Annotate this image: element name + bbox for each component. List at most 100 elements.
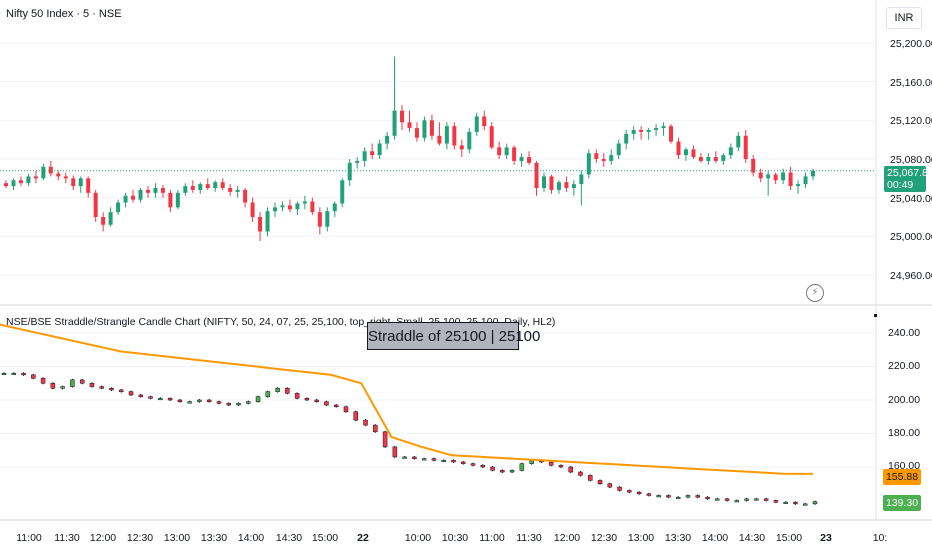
time-tick: 10:00: [404, 532, 432, 544]
price-candle-body: [676, 141, 681, 156]
indicator-candle-body: [246, 401, 251, 404]
indicator-tick: 240.00: [888, 327, 921, 339]
price-candle-body: [766, 174, 771, 179]
indicator-candle-body: [763, 498, 769, 501]
indicator-tick: 180.00: [888, 427, 921, 439]
price-candle-body: [736, 135, 741, 148]
time-tick: 14:00: [237, 532, 265, 544]
price-candle-body: [392, 110, 397, 136]
price-candle-body: [108, 212, 113, 225]
price-candle-body: [758, 172, 763, 179]
price-candle-body: [482, 116, 487, 127]
price-candle-body: [788, 172, 793, 187]
indicator-candle-body: [324, 401, 329, 406]
indicator-candle-body: [138, 394, 144, 397]
time-tick: 10:: [872, 532, 888, 544]
price-candle-body: [63, 176, 68, 179]
indicator-candle-body: [275, 388, 280, 392]
time-tick: 11:30: [516, 532, 542, 544]
last-price-badge: 25,067.85 00:49: [884, 166, 932, 192]
price-candle-body: [527, 157, 532, 163]
indicator-candle-body: [40, 377, 46, 384]
price-candle-body: [542, 176, 546, 188]
indicator-candle-body: [206, 399, 212, 402]
indicator-candle-body: [715, 498, 720, 501]
price-candle-body: [355, 160, 360, 163]
price-candle-body: [362, 151, 367, 161]
price-candle-body: [467, 131, 472, 150]
price-candle-body: [101, 217, 106, 225]
price-candle-body: [370, 151, 375, 156]
indicator-candle-body: [167, 398, 173, 401]
straddle-candle-value-badge: 139.30: [883, 495, 921, 511]
price-candle-body: [728, 147, 733, 156]
price-candle-body: [811, 170, 815, 177]
indicator-candle-body: [119, 389, 124, 392]
indicator-candle-body: [754, 498, 759, 501]
price-candle-body: [280, 205, 285, 208]
indicator-candle-body: [646, 493, 652, 496]
indicator-candle-body: [109, 388, 114, 391]
indicator-candle-body: [509, 470, 515, 473]
indicator-candle-body: [1, 372, 7, 375]
price-candle-body: [781, 172, 786, 181]
price-candle-body: [519, 157, 524, 161]
time-tick: 11:00: [479, 532, 505, 544]
indicator-candle-body: [50, 383, 56, 389]
lightning-icon[interactable]: ⚡: [806, 284, 824, 302]
indicator-candle-body: [636, 491, 642, 495]
indicator-candle-body: [255, 396, 261, 402]
price-tick: 25,000.00: [890, 231, 932, 243]
price-candle-body: [295, 203, 300, 210]
price-candle-body: [175, 192, 180, 208]
indicator-candle-body: [470, 463, 476, 466]
price-candle-body: [564, 182, 569, 188]
indicator-candle-body: [89, 383, 95, 387]
indicator-candle-body: [460, 461, 466, 464]
time-tick: 23: [820, 532, 832, 544]
indicator-candle-body: [568, 466, 573, 473]
time-tick: 13:00: [627, 532, 655, 544]
price-candle-body: [706, 157, 711, 161]
currency-button[interactable]: INR: [886, 7, 922, 29]
price-tick: 25,200.00: [890, 38, 932, 50]
price-candle-body: [571, 184, 576, 188]
indicator-candle-body: [31, 374, 36, 379]
chart-title: Nifty 50 Index · 5 · NSE: [6, 8, 122, 20]
price-candle-body: [609, 155, 614, 161]
time-tick: 11:30: [54, 532, 80, 544]
price-tick: 25,120.00: [890, 115, 932, 127]
price-candle-body: [325, 211, 330, 227]
time-tick: 12:00: [553, 532, 581, 544]
indicator-candle-body: [128, 391, 134, 396]
indicator-candle-body: [812, 501, 818, 505]
time-tick: 11:00: [16, 532, 42, 544]
time-tick: 15:00: [775, 532, 803, 544]
indicator-candle-body: [666, 495, 671, 498]
indicator-candle-body: [353, 411, 359, 421]
price-candle-body: [41, 166, 46, 179]
price-candle-body: [497, 147, 502, 156]
price-candle-body: [422, 120, 427, 138]
price-candle-body: [691, 149, 696, 158]
price-candle-body: [616, 143, 621, 156]
indicator-candle-body: [148, 396, 153, 399]
indicator-candle-body: [802, 503, 808, 506]
indicator-candle-body: [695, 495, 700, 498]
time-tick: 14:00: [701, 532, 729, 544]
time-tick: 15:00: [311, 532, 339, 544]
indicator-candle-body: [558, 465, 564, 468]
price-candle-body: [11, 180, 16, 187]
straddle-orange-line: [0, 323, 814, 475]
price-candle-body: [153, 188, 158, 193]
price-candle-body: [639, 130, 644, 132]
indicator-candle-body: [617, 486, 622, 491]
price-gridlines: [0, 42, 876, 276]
price-candle-body: [26, 176, 31, 184]
price-candle-body: [377, 143, 382, 156]
price-candle-body: [534, 162, 539, 188]
indicator-candle-body: [177, 399, 183, 402]
price-candle-body: [332, 203, 337, 212]
indicator-candle-body: [656, 495, 661, 498]
